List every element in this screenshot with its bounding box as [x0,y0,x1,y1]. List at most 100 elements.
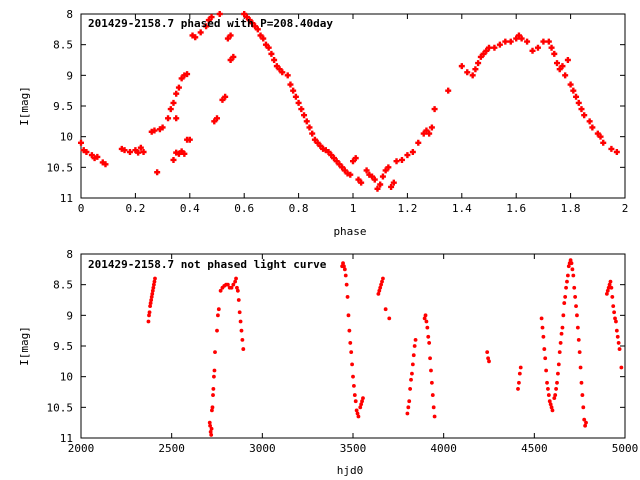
phased-x-tick-label: 0.2 [125,202,145,215]
unphased-data-point [579,380,584,385]
phased-data-point [562,72,569,79]
unphased-data-point [428,356,432,361]
unphased-data-point [216,307,221,312]
unphased-data-point [550,408,555,413]
unphased-data-point [355,411,360,416]
unphased-data-point [360,399,364,404]
unphased-y-tick-label: 8.5 [53,279,73,292]
unphased-data-point [518,365,523,370]
phased-data-point [445,87,452,94]
phased-data-point [377,181,384,188]
unphased-data-point [425,325,430,330]
unphased-data-point [578,365,583,370]
phased-data-point [496,41,503,48]
unphased-data-point [149,295,154,299]
unphased-data-point [555,380,559,385]
phased-data-point [175,84,182,91]
phased-data-point [573,93,580,100]
phased-y-tick-label: 9.5 [53,100,73,113]
unphased-data-point [151,282,156,287]
unphased-data-point [210,408,214,413]
unphased-light-curve-panel: 2000 2500 3000 3500 4000 4500 5000 8 8.5 9 9.5 10 10… [18,248,638,477]
unphased-data-point [547,399,552,404]
unphased-y-tick-label: 10 [60,371,73,384]
unphased-data-point [608,279,613,284]
phased-x-tick-label: 0.6 [234,202,254,215]
phased-data-point [295,99,302,106]
unphased-data-point [361,396,365,401]
unphased-x-tick-label: 2500 [158,442,185,455]
unphased-data-point [351,374,355,379]
unphased-data-point [148,301,153,305]
unphased-data-point [149,298,154,302]
unphased-axis-ticks: 2000 2500 3000 3500 4000 4500 5000 8 8.5 9 9.5 10 10… [47,248,639,455]
phased-data-point [260,35,267,42]
phased-data-point [301,112,308,119]
unphased-data-point [549,405,554,410]
phased-data-point [363,167,370,174]
unphased-data-point [237,310,242,315]
unphased-data-point [353,399,358,404]
unphased-data-point [614,328,619,333]
phased-data-point [379,173,386,180]
unphased-data-point [211,387,216,391]
unphased-x-tick-label: 5000 [612,442,639,455]
unphased-data-point [606,285,611,290]
unphased-data-points [146,258,624,437]
unphased-data-point [358,405,363,410]
unphased-data-point [616,341,621,345]
unphased-data-point [432,414,437,419]
unphased-data-point [380,279,384,284]
unphased-data-point [350,362,354,367]
unphased-data-point [431,405,436,410]
phased-data-point [613,149,620,155]
phased-data-point [548,44,555,51]
unphased-data-point [548,402,553,407]
unphased-data-point [609,285,614,290]
unphased-data-point [407,399,412,404]
phased-data-point [208,14,215,21]
unphased-data-point [344,282,349,287]
unphased-data-point [430,393,435,397]
unphased-data-point [556,371,560,376]
phased-data-point [309,130,316,137]
phased-data-point [518,35,525,42]
phased-data-point [173,90,180,97]
unphased-data-point [146,319,151,324]
unphased-data-point [426,334,431,339]
phased-data-point [102,161,109,168]
phased-data-point [578,106,585,113]
phased-data-point [390,179,397,186]
phased-data-point [464,69,471,76]
unphased-data-point [424,319,429,324]
unphased-data-point [235,285,239,290]
phased-data-point [197,29,204,36]
phased-data-point [540,38,547,45]
phased-data-point [140,149,147,155]
unphased-data-point [152,279,157,284]
unphased-data-point [209,426,214,431]
unphased-data-point [233,279,238,284]
unphased-data-point [574,304,578,309]
unphased-data-point [580,393,585,397]
unphased-data-point [613,316,617,321]
unphased-data-point [617,347,622,351]
phased-data-point [600,139,607,146]
unphased-data-point [553,393,558,397]
phased-data-point [374,185,381,192]
phased-data-point [306,124,313,131]
unphased-data-point [383,307,388,312]
unphased-data-point [238,319,243,324]
unphased-data-point [412,344,417,348]
phased-y-axis-label: I[mag] [18,86,31,126]
unphased-data-point [554,387,558,391]
phased-data-point [398,156,405,163]
unphased-data-point [572,285,577,290]
phased-data-point [170,99,177,106]
unphased-data-point [427,341,432,345]
unphased-data-point [379,282,384,287]
unphased-data-point [583,423,588,428]
unphased-data-point [377,288,382,293]
phased-data-point [358,179,365,186]
